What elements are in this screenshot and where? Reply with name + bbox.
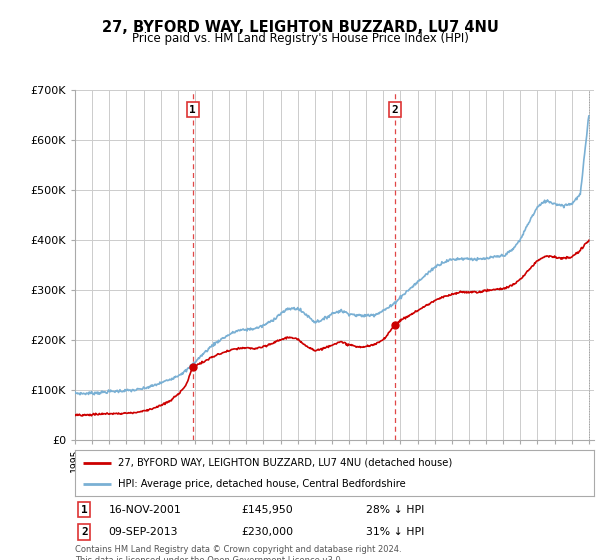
Text: HPI: Average price, detached house, Central Bedfordshire: HPI: Average price, detached house, Cent… (118, 479, 406, 489)
Text: 2: 2 (392, 105, 398, 115)
Text: £145,950: £145,950 (241, 505, 293, 515)
Text: 16-NOV-2001: 16-NOV-2001 (109, 505, 181, 515)
Text: 27, BYFORD WAY, LEIGHTON BUZZARD, LU7 4NU: 27, BYFORD WAY, LEIGHTON BUZZARD, LU7 4N… (101, 20, 499, 35)
Text: £230,000: £230,000 (241, 527, 293, 537)
Text: Price paid vs. HM Land Registry's House Price Index (HPI): Price paid vs. HM Land Registry's House … (131, 32, 469, 45)
Text: 1: 1 (81, 505, 88, 515)
Text: 2: 2 (81, 527, 88, 537)
Text: Contains HM Land Registry data © Crown copyright and database right 2024.
This d: Contains HM Land Registry data © Crown c… (75, 545, 401, 560)
Text: 31% ↓ HPI: 31% ↓ HPI (365, 527, 424, 537)
Text: 28% ↓ HPI: 28% ↓ HPI (365, 505, 424, 515)
Text: 27, BYFORD WAY, LEIGHTON BUZZARD, LU7 4NU (detached house): 27, BYFORD WAY, LEIGHTON BUZZARD, LU7 4N… (118, 458, 452, 468)
Text: 1: 1 (190, 105, 196, 115)
Text: 09-SEP-2013: 09-SEP-2013 (109, 527, 178, 537)
